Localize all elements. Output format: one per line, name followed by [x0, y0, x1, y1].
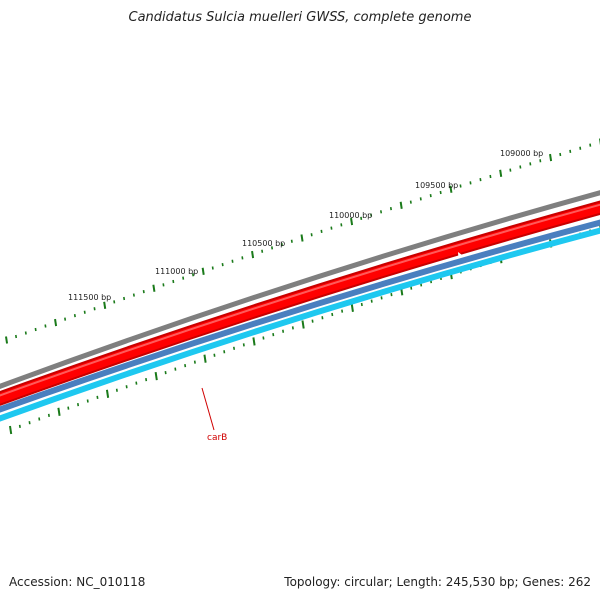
inner-major-tick — [252, 337, 256, 346]
accession-text: Accession: NC_010118 — [9, 575, 146, 589]
inner-major-tick — [350, 303, 354, 312]
gene-label-leader — [201, 387, 215, 431]
outer-major-tick — [201, 267, 205, 275]
cyan-track — [0, 227, 600, 422]
inner-major-tick — [301, 320, 305, 329]
map-title: Candidatus Sulcia muelleri GWSS, complet… — [128, 10, 472, 25]
bp-label-110000: 110000 bp — [329, 211, 372, 220]
blue-track — [0, 219, 600, 413]
outer-major-tick — [5, 336, 9, 344]
bp-label-110500: 110500 bp — [242, 239, 285, 248]
bp-label-111000: 111000 bp — [155, 267, 198, 276]
inner-major-tick — [105, 389, 110, 398]
inner-major-tick — [203, 354, 207, 363]
outer-major-tick — [251, 250, 255, 259]
outer-major-tick — [103, 301, 107, 309]
gene-track-highlight — [0, 203, 600, 397]
outer-major-tick — [300, 234, 304, 242]
outer-major-tick — [499, 169, 503, 177]
bp-label-109500: 109500 bp — [415, 181, 458, 190]
genome-backbone — [0, 190, 600, 389]
outer-major-tick — [399, 201, 403, 209]
gene-carB-arrow[interactable] — [0, 202, 600, 404]
bp-label-109000: 109000 bp — [500, 149, 543, 158]
inner-major-tick — [154, 371, 158, 381]
outer-major-tick — [449, 185, 453, 193]
inner-major-tick — [57, 407, 61, 416]
gene-label-carB[interactable]: carB — [207, 433, 227, 443]
outer-major-tick — [350, 217, 354, 226]
inner-major-tick — [9, 425, 13, 435]
genome-summary-text: Topology: circular; Length: 245,530 bp; … — [284, 575, 591, 589]
outer-tick-marks — [5, 138, 600, 344]
outer-major-tick — [152, 284, 156, 292]
outer-major-tick — [54, 318, 58, 327]
bp-label-111500: 111500 bp — [68, 293, 111, 302]
outer-major-tick — [549, 153, 553, 162]
